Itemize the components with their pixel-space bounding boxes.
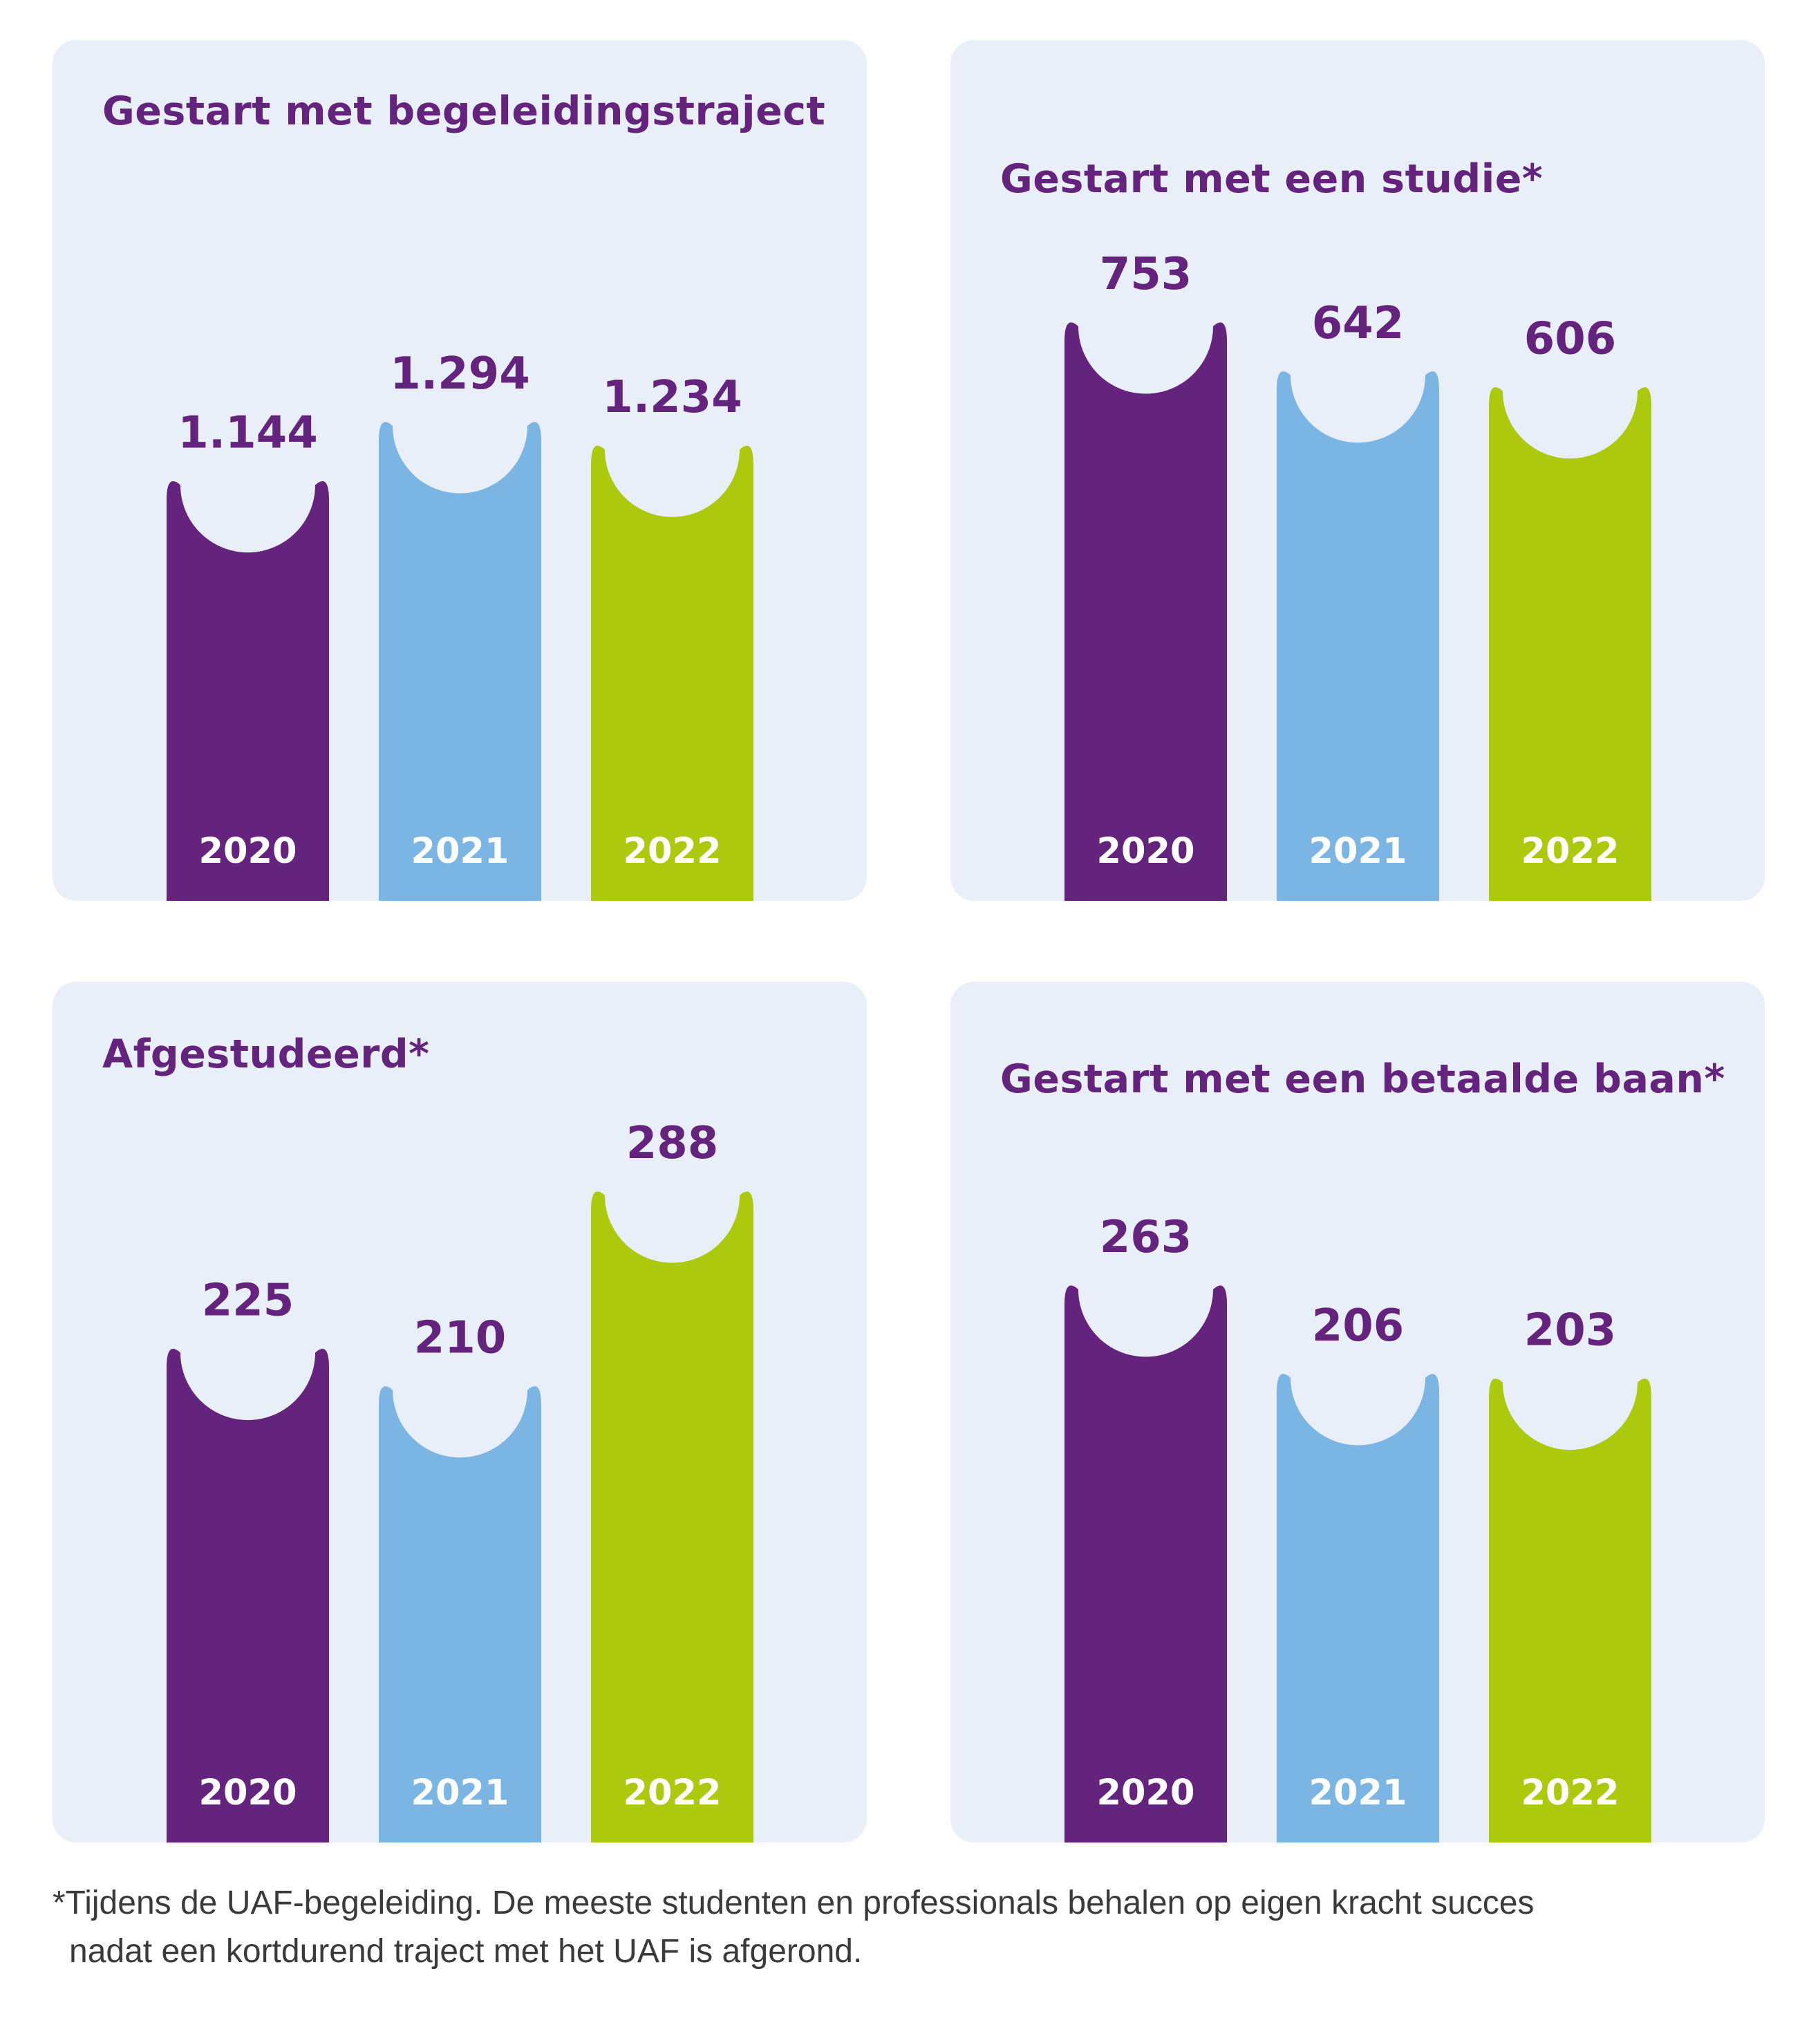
bar-2020 (1064, 322, 1227, 901)
year-label: 2020 (199, 831, 297, 872)
chart-panel-afgestudeerd: Afgestudeerd* 225 2020 210 2021 288 2022 (53, 982, 867, 1842)
chart-panel-studie: Gestart met een studie* 753 2020 642 2021 60… (950, 40, 1765, 901)
bar-value-label: 1.144 (178, 408, 317, 459)
bar-2021 (1277, 1374, 1439, 1842)
footnote: *Tijdens de UAF-begeleiding. De meeste s… (53, 1879, 1535, 1976)
bar-2022 (591, 445, 753, 901)
year-label: 2022 (1521, 831, 1620, 872)
year-label: 2022 (623, 831, 722, 872)
year-label: 2021 (411, 831, 509, 872)
bar-value-label: 1.234 (602, 372, 742, 423)
chart-title: Gestart met een betaalde baan* (1000, 1056, 1725, 1102)
bar-value-label: 642 (1312, 298, 1405, 349)
year-label: 2021 (1309, 1773, 1407, 1813)
year-label: 2021 (1309, 831, 1407, 872)
footnote-line-1: *Tijdens de UAF-begeleiding. De meeste s… (53, 1885, 1535, 1921)
bar-chart: 225 2020 210 2021 288 2022 (167, 1118, 753, 1842)
bar-2021 (1277, 371, 1439, 901)
bar-2022 (1489, 387, 1651, 901)
bar-2020 (167, 1348, 329, 1842)
bar-value-label: 753 (1100, 249, 1192, 300)
bar-chart: 263 2020 206 2021 203 2022 (1064, 1212, 1651, 1842)
bar-value-label: 203 (1524, 1305, 1617, 1356)
year-label: 2020 (1097, 1773, 1195, 1813)
footnote-line-2: nadat een kortdurend traject met het UAF… (69, 1933, 863, 1970)
bar-2021 (379, 1386, 541, 1842)
chart-title: Gestart met begeleidingstraject (102, 88, 826, 134)
year-label: 2022 (623, 1773, 722, 1813)
year-label: 2020 (1097, 831, 1195, 872)
bar-2020 (167, 481, 329, 901)
year-label: 2021 (411, 1773, 509, 1813)
year-label: 2020 (199, 1773, 297, 1813)
bar-2022 (591, 1191, 753, 1842)
year-label: 2022 (1521, 1773, 1620, 1813)
bar-value-label: 225 (202, 1275, 294, 1326)
bar-chart: 1.144 2020 1.294 2021 1.234 2022 (167, 348, 753, 901)
bar-value-label: 210 (414, 1313, 507, 1364)
chart-title: Gestart met een studie* (1000, 156, 1544, 202)
chart-panel-betaalde-baan: Gestart met een betaalde baan* 263 2020 20… (950, 982, 1765, 1842)
bar-chart: 753 2020 642 2021 606 2022 (1064, 249, 1651, 901)
bar-value-label: 1.294 (390, 348, 529, 400)
bar-value-label: 288 (626, 1118, 719, 1169)
bar-2020 (1064, 1285, 1227, 1842)
chart-panel-begeleidingstraject: Gestart met begeleidingstraject 1.144 202… (53, 40, 867, 901)
bar-value-label: 606 (1524, 314, 1617, 365)
bar-2021 (379, 422, 541, 901)
bar-2022 (1489, 1379, 1651, 1842)
chart-title: Afgestudeerd* (102, 1032, 430, 1077)
bar-value-label: 206 (1312, 1300, 1405, 1352)
bar-value-label: 263 (1100, 1212, 1192, 1263)
